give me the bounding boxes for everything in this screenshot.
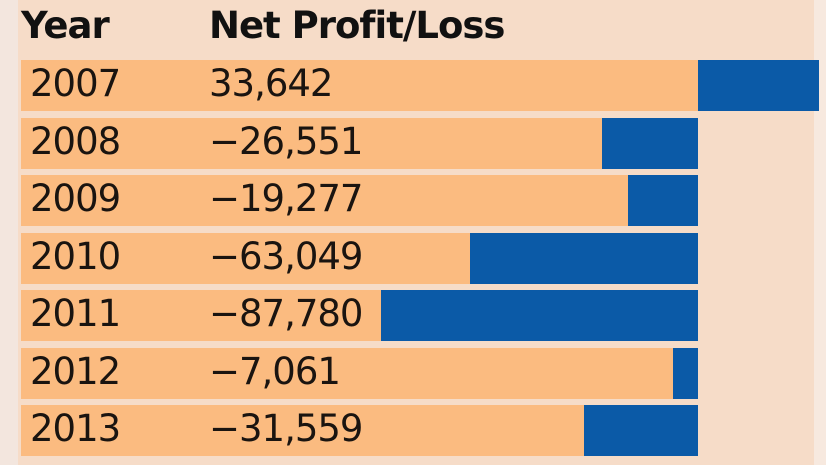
- year-label: 2007: [30, 62, 121, 105]
- header-net-profit-loss: Net Profit/Loss: [209, 4, 505, 47]
- value-label: −26,551: [209, 119, 363, 163]
- value-label: 33,642: [209, 62, 333, 105]
- year-label: 2013: [30, 407, 121, 450]
- bar-2013: [584, 405, 698, 456]
- value-label: −7,061: [209, 349, 341, 393]
- year-label: 2008: [30, 119, 121, 163]
- value-label: −19,277: [209, 177, 363, 220]
- table-header: Year Net Profit/Loss: [0, 0, 826, 56]
- value-label: −31,559: [209, 407, 363, 450]
- header-year: Year: [21, 4, 110, 47]
- table-row: 2007 33,642: [21, 60, 698, 111]
- value-label: −87,780: [209, 292, 363, 335]
- right-margin: [814, 0, 826, 465]
- bar-2010: [470, 232, 698, 284]
- left-margin: [0, 0, 18, 465]
- table-row: 2009 −19,277: [21, 175, 698, 226]
- table-row: 2008 −26,551: [21, 117, 698, 169]
- year-label: 2011: [30, 292, 121, 335]
- bar-2008: [602, 117, 698, 169]
- bar-2009: [628, 175, 698, 226]
- year-label: 2010: [30, 234, 121, 278]
- bar-2012: [672, 347, 698, 399]
- value-label: −63,049: [209, 234, 363, 278]
- bar-2007: [698, 60, 820, 111]
- year-label: 2012: [30, 349, 121, 393]
- table-row: 2012 −7,061: [21, 347, 698, 399]
- year-label: 2009: [30, 177, 121, 220]
- bar-2011: [381, 290, 698, 341]
